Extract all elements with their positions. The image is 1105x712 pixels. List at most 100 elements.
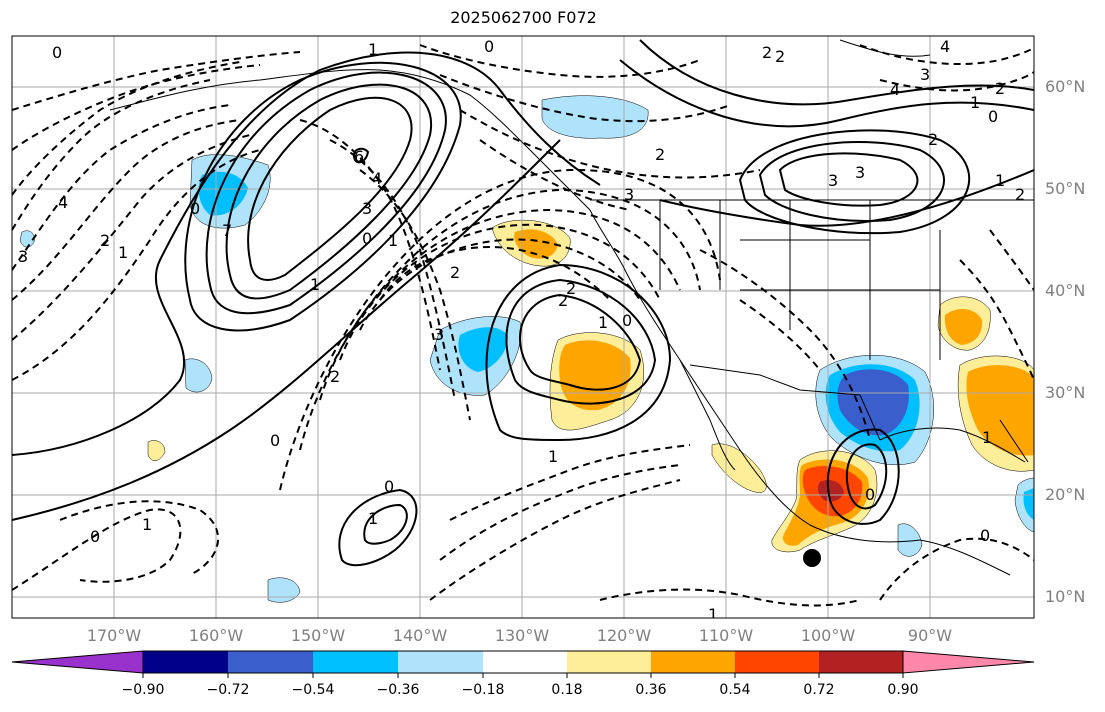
contour-label: 1 [598,313,608,332]
shade-blue [458,327,508,372]
contour-label: 1 [970,93,980,112]
contour-line [619,59,1034,128]
contour-line [519,293,642,391]
colorbar-segment [651,651,735,673]
coastline-west-us [589,209,1011,576]
colorbar [11,650,1035,678]
map-frame [11,35,1035,619]
contour-label: 1 [310,275,320,294]
colorbar-tick-label: −0.54 [291,682,335,698]
shade-dark-red [817,480,844,502]
lon-label: 140°W [392,626,448,645]
contour-label: 2 [330,367,340,386]
contour-line [479,139,631,211]
contour-line [485,263,672,442]
colorbar-tick-label: 0.72 [803,682,835,698]
coastline-alaska [109,69,591,211]
contour-line [758,141,945,222]
contour-label: 0 [90,527,100,546]
colorbar-extend-high [902,650,1035,674]
colorbar-tick-label: −0.72 [206,682,250,698]
contour-label: 2 [995,79,1005,98]
contour-line [338,488,418,567]
contour-line [12,79,211,231]
contour-line [12,139,561,521]
contour-label: 0 [484,37,494,56]
contour-line [639,39,1034,106]
contour-label: 0 [988,107,998,126]
location-marker [803,549,821,567]
contour-label: 2 [566,279,576,298]
contour-line [459,109,761,179]
contour-label: 1 [118,243,128,262]
contour-line [339,223,661,361]
map-background [12,36,1034,618]
colorbar-segment [143,651,228,673]
colorbar-segment [483,651,567,673]
colorbar-segment [398,651,483,673]
colorbar-tick-label: 0.18 [551,682,583,698]
coastline-baja [679,359,736,471]
shade-orange [944,308,983,345]
contour-label: 7 [222,221,232,240]
contour-label: 3 [855,163,865,182]
contour-label: 3 [18,247,28,266]
colorbar-tick-label: −0.18 [461,682,505,698]
contour-label: 3 [920,65,930,84]
colorbar-segment [228,651,313,673]
contour-label: 0 [52,43,62,62]
contour-line [989,229,1034,291]
lon-label: 150°W [290,626,346,645]
contour-line [449,444,691,521]
lon-label: 110°W [698,626,754,645]
contour-line [959,259,1034,381]
lat-label: 20°N [1045,485,1086,504]
contour-label: 2 [928,130,938,149]
contour-line [739,299,821,371]
contours-negative [12,44,1034,607]
contour-line [225,83,433,300]
contour-line [12,508,182,591]
contour-line [329,139,456,401]
contour-line [12,119,241,301]
contour-label: 3 [828,171,838,190]
contour-line [379,246,611,301]
coastline-gulf [879,427,1026,463]
contour-line [599,588,861,607]
shade-medium-blue [837,369,909,436]
contour-line [299,119,441,371]
contour-line [699,249,871,441]
contour-label: 3 [362,199,372,218]
contour-label: 6 [354,147,364,166]
lon-label: 120°W [596,626,652,645]
contour-line [359,169,471,421]
contour-label: 4 [890,80,900,99]
contour-label: 0 [384,477,394,496]
contour-line [12,51,301,111]
lon-label: 130°W [494,626,550,645]
shade-light-blue [897,523,923,557]
contour-label: 0 [622,311,632,330]
contour-label: 4 [58,193,68,212]
contour-line [184,61,462,332]
colorbar-tick-label: 0.90 [887,682,919,698]
graticule [12,36,1034,618]
contour-label: 2 [775,47,785,66]
border-us-mexico [689,364,881,441]
shade-light-blue [267,577,301,603]
contour-line [778,152,919,207]
contour-line [205,71,447,315]
contour-label: 1 [368,509,378,528]
colorbar-segment [819,651,903,673]
contour-label: 4 [940,37,950,56]
shade-blue [1023,488,1034,520]
contour-label: 1 [548,447,558,466]
contour-label: 2 [1015,185,1025,204]
contour-line [879,71,1034,92]
lon-label: 160°W [188,626,244,645]
colorbar-segment [735,651,819,673]
contour-line [12,61,241,196]
colorbar-segment [313,651,398,673]
map-title: 2025062700 F072 [450,8,597,27]
